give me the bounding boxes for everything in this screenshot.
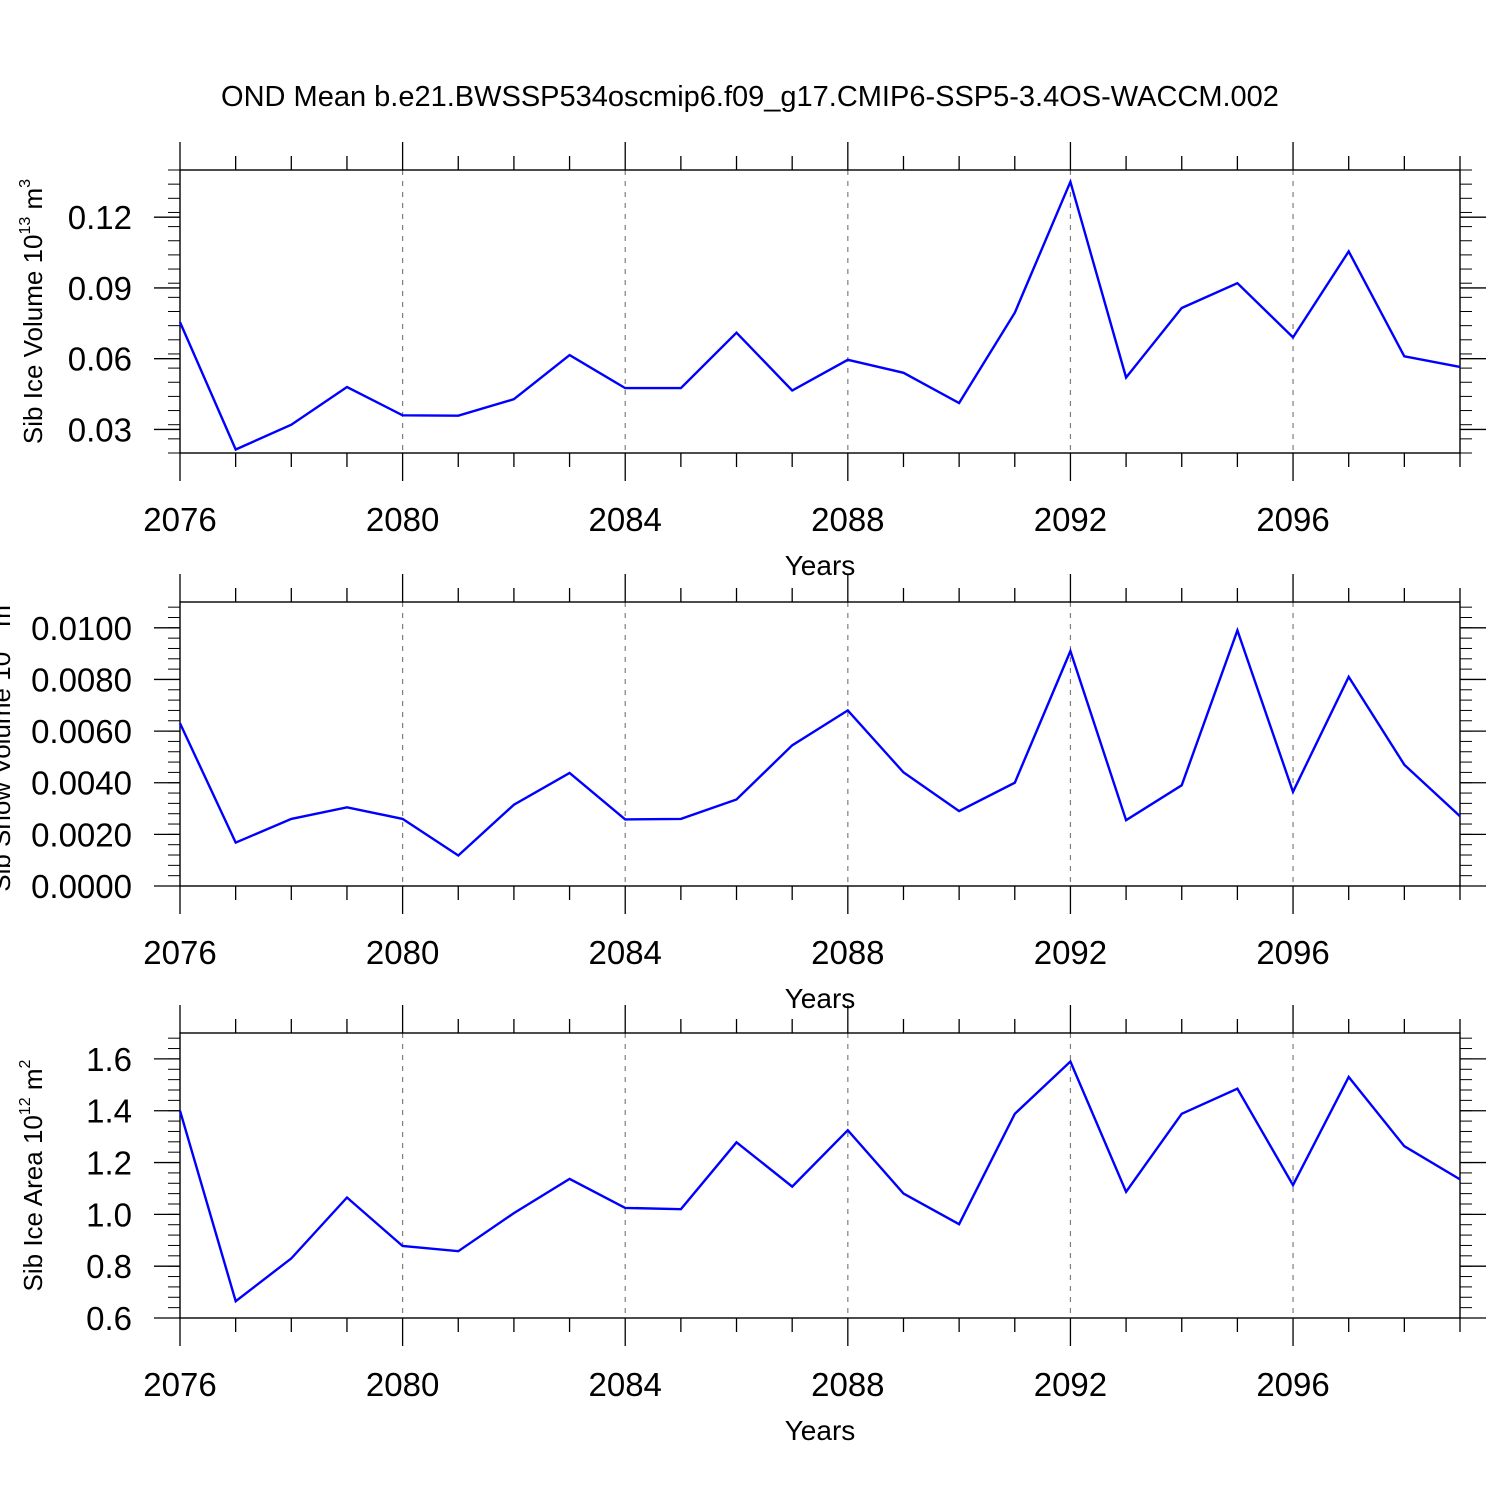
chart-panel-2: 2076 2080 2084 2088 2092 2096 Years 0.0000 0.002…	[0, 574, 1486, 1014]
y-tick-label: 0.06	[68, 341, 132, 378]
series-line	[178, 178, 1461, 452]
plot-frame	[179, 601, 1461, 887]
x-tick-label: 2084	[589, 1366, 662, 1403]
y-tick-label: 0.0060	[31, 713, 132, 750]
y-axis-label: Sib Ice Area 1012 m2	[17, 1059, 48, 1291]
y-tick-label: 0.0000	[31, 868, 132, 905]
y-tick-label: 0.0040	[31, 765, 132, 802]
y-tick-label: 0.09	[68, 270, 132, 307]
x-tick-label: 2084	[589, 501, 662, 538]
x-tick-label: 2076	[143, 1366, 216, 1403]
y-tick-label: 0.0100	[31, 610, 132, 647]
y-axis-label: Sib Ice Volume 1013 m3	[17, 179, 48, 444]
x-tick-label: 2080	[366, 501, 439, 538]
x-tick-label: 2096	[1256, 934, 1329, 971]
y-tick-label: 1.6	[86, 1041, 132, 1078]
y-tick-label: 0.03	[68, 411, 132, 448]
x-tick-label: 2092	[1034, 1366, 1107, 1403]
x-tick-label: 2092	[1034, 501, 1107, 538]
figure-title: OND Mean b.e21.BWSSP534oscmip6.f09_g17.C…	[221, 81, 1279, 113]
x-tick-label: 2096	[1256, 501, 1329, 538]
chart-panel-1: 2076 2080 2084 2088 2092 2096 Years 0.03 0.06 0.0…	[17, 142, 1486, 581]
panels: 2076 2080 2084 2088 2092 2096 Years 0.03 0.06 0.0…	[0, 142, 1486, 1446]
x-axis-label: Years	[785, 550, 856, 581]
x-tick-label: 2088	[811, 501, 884, 538]
y-tick-label: 1.0	[86, 1196, 132, 1233]
y-tick-label: 0.12	[68, 199, 132, 236]
y-tick-label: 1.4	[86, 1093, 132, 1130]
series-line	[178, 626, 1461, 858]
x-tick-label: 2092	[1034, 934, 1107, 971]
y-tick-label: 0.0080	[31, 661, 132, 698]
x-tick-label: 2076	[143, 501, 216, 538]
x-axis-label: Years	[785, 983, 856, 1014]
y-tick-label: 0.0020	[31, 816, 132, 853]
chart-panel-3: 2076 2080 2084 2088 2092 2096 Years 0.6 0.8 1.0 1.…	[17, 1005, 1486, 1446]
x-tick-label: 2076	[143, 934, 216, 971]
y-axis-label: Sib Snow Volume 1013 m3	[0, 596, 16, 892]
series-line	[178, 1059, 1461, 1304]
plot-frame	[179, 1032, 1461, 1319]
x-axis-label: Years	[785, 1415, 856, 1446]
y-tick-label: 0.6	[86, 1300, 132, 1337]
x-tick-label: 2084	[589, 934, 662, 971]
x-tick-label: 2080	[366, 1366, 439, 1403]
y-tick-label: 0.8	[86, 1248, 132, 1285]
y-tick-label: 1.2	[86, 1145, 132, 1182]
x-tick-label: 2096	[1256, 1366, 1329, 1403]
x-tick-label: 2080	[366, 934, 439, 971]
x-tick-label: 2088	[811, 1366, 884, 1403]
x-tick-label: 2088	[811, 934, 884, 971]
